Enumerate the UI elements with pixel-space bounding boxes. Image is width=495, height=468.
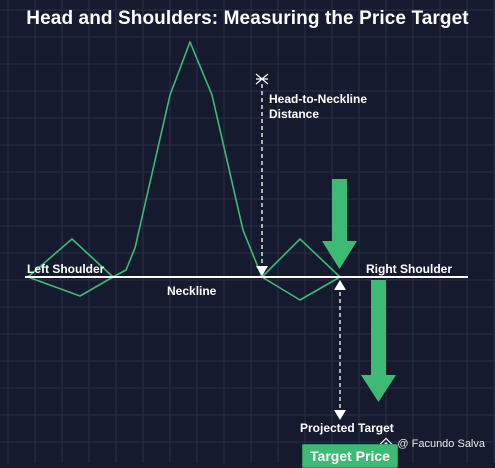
- break-arrow-icon: [322, 179, 357, 269]
- head-distance-arrowhead-down: [256, 266, 268, 276]
- projected-target-arrowhead-up: [334, 280, 346, 290]
- target-price-box: Target Price: [302, 444, 398, 468]
- head-distance-label-line1: Head-to-Neckline: [269, 92, 368, 106]
- neckline-label: Neckline: [167, 284, 217, 298]
- price-lower-line: [27, 276, 114, 297]
- projected-target-arrowhead-down: [334, 410, 346, 420]
- price-lower-line-right: [261, 276, 341, 301]
- right-shoulder-label: Right Shoulder: [366, 262, 452, 276]
- target-arrow-icon: [361, 280, 396, 402]
- projected-target-label: Projected Target: [300, 421, 394, 435]
- head-distance-top-marker: [255, 73, 269, 85]
- page-title: Head and Shoulders: Measuring the Price …: [26, 8, 469, 29]
- credit-text: @ Facundo Salva: [397, 438, 485, 450]
- left-shoulder-label: Left Shoulder: [27, 262, 105, 276]
- head-distance-label-line2: Distance: [269, 107, 320, 121]
- price-upper-line: [27, 41, 341, 278]
